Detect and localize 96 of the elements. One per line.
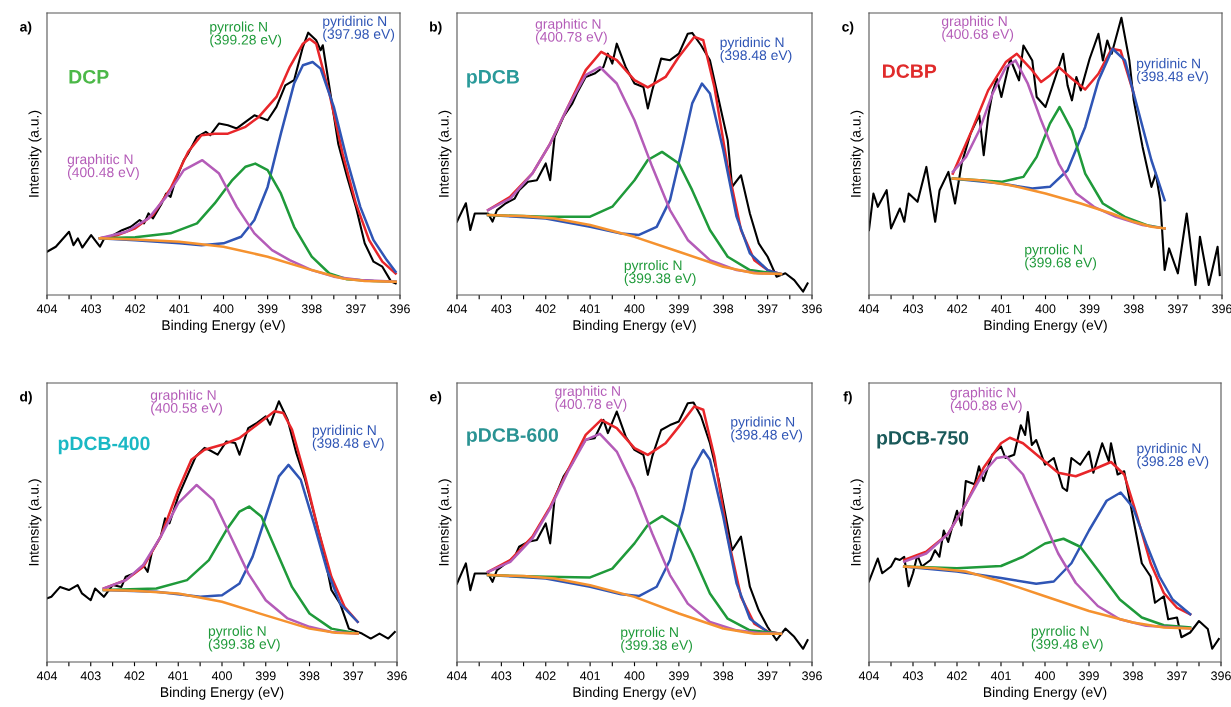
text: graphitic N (400.88 eV) — [950, 387, 1022, 414]
x-tick-label: 400 — [624, 304, 645, 314]
x-tick-label: 399 — [1079, 304, 1100, 314]
x-tick-label: 396 — [1212, 304, 1231, 314]
series-label: pyridinic N (398.48 eV) — [312, 424, 384, 451]
x-tick-label: 403 — [491, 304, 512, 314]
x-tick-label: 396 — [802, 304, 822, 314]
x-tick-label: 402 — [947, 304, 968, 314]
series-label: pyridinic N (398.48 eV) — [1137, 58, 1208, 85]
text: pyrrolic N (399.38 eV) — [624, 260, 696, 286]
x-tick-label: 404 — [446, 671, 468, 681]
x-tick-label: 400 — [1034, 671, 1055, 681]
x-tick-label: 396 — [1211, 671, 1231, 681]
text: pyrrolic N (399.28 eV) — [210, 21, 282, 48]
series-label: pyridinic N (397.98 eV) — [323, 15, 395, 42]
x-tick-label: 399 — [257, 304, 278, 314]
x-tick-label: 402 — [124, 671, 145, 681]
x-axis-title: Binding Energy (eV) — [984, 319, 1107, 333]
x-tick-label: 399 — [668, 671, 689, 681]
x-axis-title: Binding Energy (eV) — [573, 319, 696, 333]
x-tick-label: 396 — [802, 671, 822, 681]
series-label: graphitic N (400.68 eV) — [941, 15, 1014, 42]
x-tick-label: 401 — [579, 304, 600, 314]
x-tick-label: 400 — [624, 671, 645, 681]
y-axis-title: Intensity (a.u.) — [850, 110, 864, 197]
text: graphitic N (400.58 eV) — [150, 389, 222, 416]
series-label: pyridinic N (398.48 eV) — [731, 416, 803, 443]
x-tick-label: 399 — [668, 304, 689, 314]
x-tick-label: 400 — [211, 671, 232, 681]
x-tick-label: 398 — [713, 304, 734, 314]
y-axis-title: Intensity (a.u.) — [438, 110, 452, 197]
text: pyrrolic N (399.38 eV) — [621, 626, 693, 653]
x-tick-label: 399 — [255, 671, 276, 681]
x-tick-label: 396 — [390, 304, 410, 314]
text: pyridinic N (398.28 eV) — [1137, 442, 1209, 469]
chart-title: f) — [843, 391, 852, 405]
x-tick-label: 397 — [757, 671, 778, 681]
x-axis-title: Binding Energy (eV) — [573, 686, 696, 700]
y-axis-title: Intensity (a.u.) — [438, 479, 452, 566]
series-label: graphitic N (400.78 eV) — [535, 18, 607, 45]
x-tick-label: 396 — [387, 671, 407, 681]
chart-title: b) — [430, 21, 442, 35]
x-tick-label: 403 — [491, 671, 512, 681]
x-tick-label: 398 — [1123, 671, 1143, 681]
x-tick-label: 398 — [299, 671, 320, 681]
x-tick-label: 399 — [1079, 671, 1099, 681]
x-tick-label: 397 — [1167, 304, 1188, 314]
x-tick-label: 401 — [169, 304, 190, 314]
text: graphitic N (400.78 eV) — [555, 385, 627, 412]
x-tick-label: 402 — [946, 671, 967, 681]
chart-title: e) — [430, 391, 442, 405]
x-tick-label: 402 — [535, 671, 556, 681]
text: pyrrolic N (399.38 eV) — [208, 625, 280, 652]
x-tick-label: 397 — [343, 671, 364, 681]
text: pyrrolic N (399.68 eV) — [1025, 244, 1097, 271]
x-tick-label: 404 — [446, 304, 468, 314]
y-axis-title: Intensity (a.u.) — [28, 110, 42, 197]
x-tick-label: 400 — [213, 304, 234, 314]
x-axis-title: Binding Energy (eV) — [161, 686, 284, 700]
chart-title: d) — [20, 391, 32, 405]
text: pDCB-750 — [877, 430, 969, 449]
text: DCP — [69, 69, 109, 84]
x-tick-label: 401 — [579, 671, 600, 681]
x-tick-label: 404 — [858, 671, 880, 681]
x-tick-label: 397 — [757, 304, 778, 314]
x-axis-title: Binding Energy (eV) — [162, 319, 285, 333]
x-tick-label: 401 — [991, 304, 1012, 314]
y-axis-title: Intensity (a.u.) — [28, 479, 42, 566]
x-tick-label: 401 — [168, 671, 189, 681]
y-axis-title: Intensity (a.u.) — [850, 479, 864, 566]
x-axis-title: Binding Energy (eV) — [984, 686, 1107, 700]
x-tick-label: 397 — [345, 304, 366, 314]
x-tick-label: 397 — [1167, 671, 1187, 681]
text: pyridinic N (398.48 eV) — [720, 36, 792, 63]
x-tick-label: 404 — [858, 304, 880, 314]
x-tick-label: 401 — [990, 671, 1011, 681]
x-tick-label: 403 — [80, 304, 101, 314]
chart-title: c) — [842, 21, 854, 35]
chart-title: a) — [20, 21, 32, 35]
text: pDCB — [467, 69, 519, 88]
x-tick-label: 403 — [80, 671, 101, 681]
x-tick-label: 403 — [902, 671, 923, 681]
x-tick-label: 400 — [1035, 304, 1056, 314]
x-tick-label: 398 — [1123, 304, 1144, 314]
text: graphitic N (400.48 eV) — [67, 154, 139, 180]
x-tick-label: 398 — [713, 671, 734, 681]
text: DCBP — [883, 64, 937, 79]
text: pDCB-600 — [467, 428, 558, 446]
x-tick-label: 402 — [125, 304, 146, 314]
x-tick-label: 404 — [36, 671, 58, 681]
x-tick-label: 404 — [36, 304, 58, 314]
x-tick-label: 398 — [301, 304, 322, 314]
x-tick-label: 403 — [902, 304, 923, 314]
x-tick-label: 402 — [535, 304, 556, 314]
text: pyrrolic N (399.48 eV) — [1031, 625, 1103, 652]
text: pDCB-400 — [58, 436, 150, 455]
